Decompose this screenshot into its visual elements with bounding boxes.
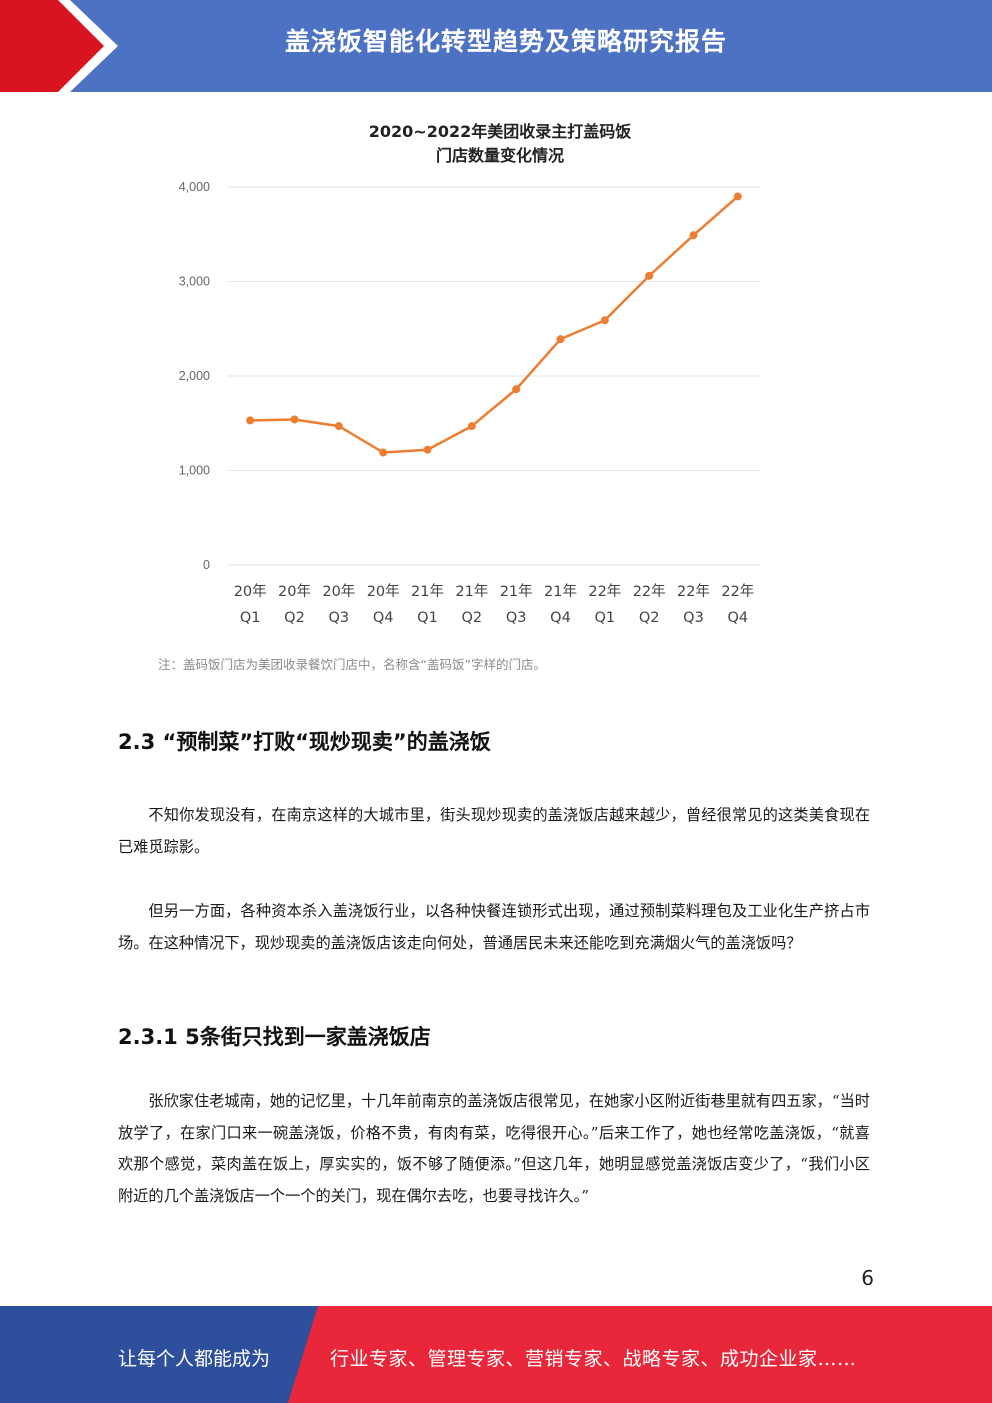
line-chart: 0 1,000 2,000 3,000 4,000 20年 Q1 20年 Q2 20年 Q3 20年 Q… [179, 180, 760, 626]
y-tick-label: 0 [203, 558, 210, 572]
x-tick-label: Q4 [728, 610, 749, 626]
x-tick-label: Q1 [240, 610, 261, 626]
chart-title: 2020~2022年美团收录主打盖码饭 门店数量变化情况 [230, 120, 770, 168]
footer-slogan-left: 让每个人都能成为 [118, 1348, 271, 1370]
y-tick-label: 1,000 [179, 464, 210, 478]
x-tick-label: Q2 [639, 610, 660, 626]
paragraph: 不知你发现没有，在南京这样的大城市里，街头现炒现卖的盖浇饭店越来越少，曾经很常见… [118, 806, 870, 856]
x-tick-label: Q3 [683, 610, 704, 626]
data-point [246, 416, 255, 425]
x-tick-label: Q4 [550, 610, 571, 626]
data-point [645, 271, 654, 280]
x-tick-label: Q2 [284, 610, 305, 626]
footer-slogan-right: 行业专家、管理专家、营销专家、战略专家、成功企业家…… [330, 1348, 857, 1370]
header-arrow-decoration [0, 0, 118, 92]
x-tick-label: 20年 [367, 583, 400, 600]
data-point [512, 385, 521, 394]
x-tick-label: Q2 [462, 610, 483, 626]
section-heading-2-3: 2.3 “预制菜”打败“现炒现卖”的盖浇饭 [118, 730, 491, 754]
x-tick-label: 21年 [544, 583, 577, 600]
paragraph: 但另一方面，各种资本杀入盖浇饭行业，以各种快餐连锁形式出现，通过预制菜料理包及工… [118, 902, 870, 952]
series-line [250, 195, 739, 454]
x-tick-label: Q1 [595, 610, 616, 626]
data-point [379, 448, 388, 457]
x-tick-label: 21年 [455, 583, 488, 600]
y-tick-label: 3,000 [179, 275, 210, 289]
data-point [467, 422, 476, 431]
y-tick-label: 2,000 [179, 369, 210, 383]
x-tick-label: 22年 [677, 583, 710, 600]
data-point [689, 231, 698, 240]
x-tick-label: 22年 [721, 583, 754, 600]
paragraph: 张欣家住老城南，她的记忆里，十几年前南京的盖浇饭店很常见，在她家小区附近街巷里就… [118, 1092, 870, 1205]
section-heading-2-3-1: 2.3.1 5条街只找到一家盖浇饭店 [118, 1025, 431, 1049]
chart-note: 注：盖码饭门店为美团收录餐饮门店中，名称含“盖码饭”字样的门店。 [158, 657, 546, 672]
page-header: 盖浇饭智能化转型趋势及策略研究报告 [0, 0, 992, 92]
x-tick-label: Q1 [417, 610, 438, 626]
chart-title-line2: 门店数量变化情况 [435, 146, 564, 165]
x-tick-label: 21年 [500, 583, 533, 600]
report-title: 盖浇饭智能化转型趋势及策略研究报告 [284, 27, 727, 56]
x-tick-label: 22年 [588, 583, 621, 600]
data-point [556, 335, 565, 344]
data-point [290, 415, 299, 424]
data-point [334, 422, 343, 431]
chart-title-line1: 2020~2022年美团收录主打盖码饭 [368, 122, 632, 141]
x-tick-label: 20年 [234, 583, 267, 600]
page-number: 6 [861, 1266, 874, 1290]
data-point [733, 192, 742, 201]
x-tick-label: Q3 [506, 610, 527, 626]
data-point [423, 445, 432, 454]
y-tick-label: 4,000 [179, 180, 210, 194]
page-footer: 让每个人都能成为 行业专家、管理专家、营销专家、战略专家、成功企业家…… [0, 1306, 992, 1403]
x-tick-label: Q4 [373, 610, 394, 626]
x-tick-label: Q3 [329, 610, 350, 626]
x-tick-label: 22年 [633, 583, 666, 600]
data-point [600, 316, 609, 325]
x-tick-label: 21年 [411, 583, 444, 600]
x-tick-label: 20年 [322, 583, 355, 600]
footer-band [0, 1306, 992, 1403]
x-tick-label: 20年 [278, 583, 311, 600]
